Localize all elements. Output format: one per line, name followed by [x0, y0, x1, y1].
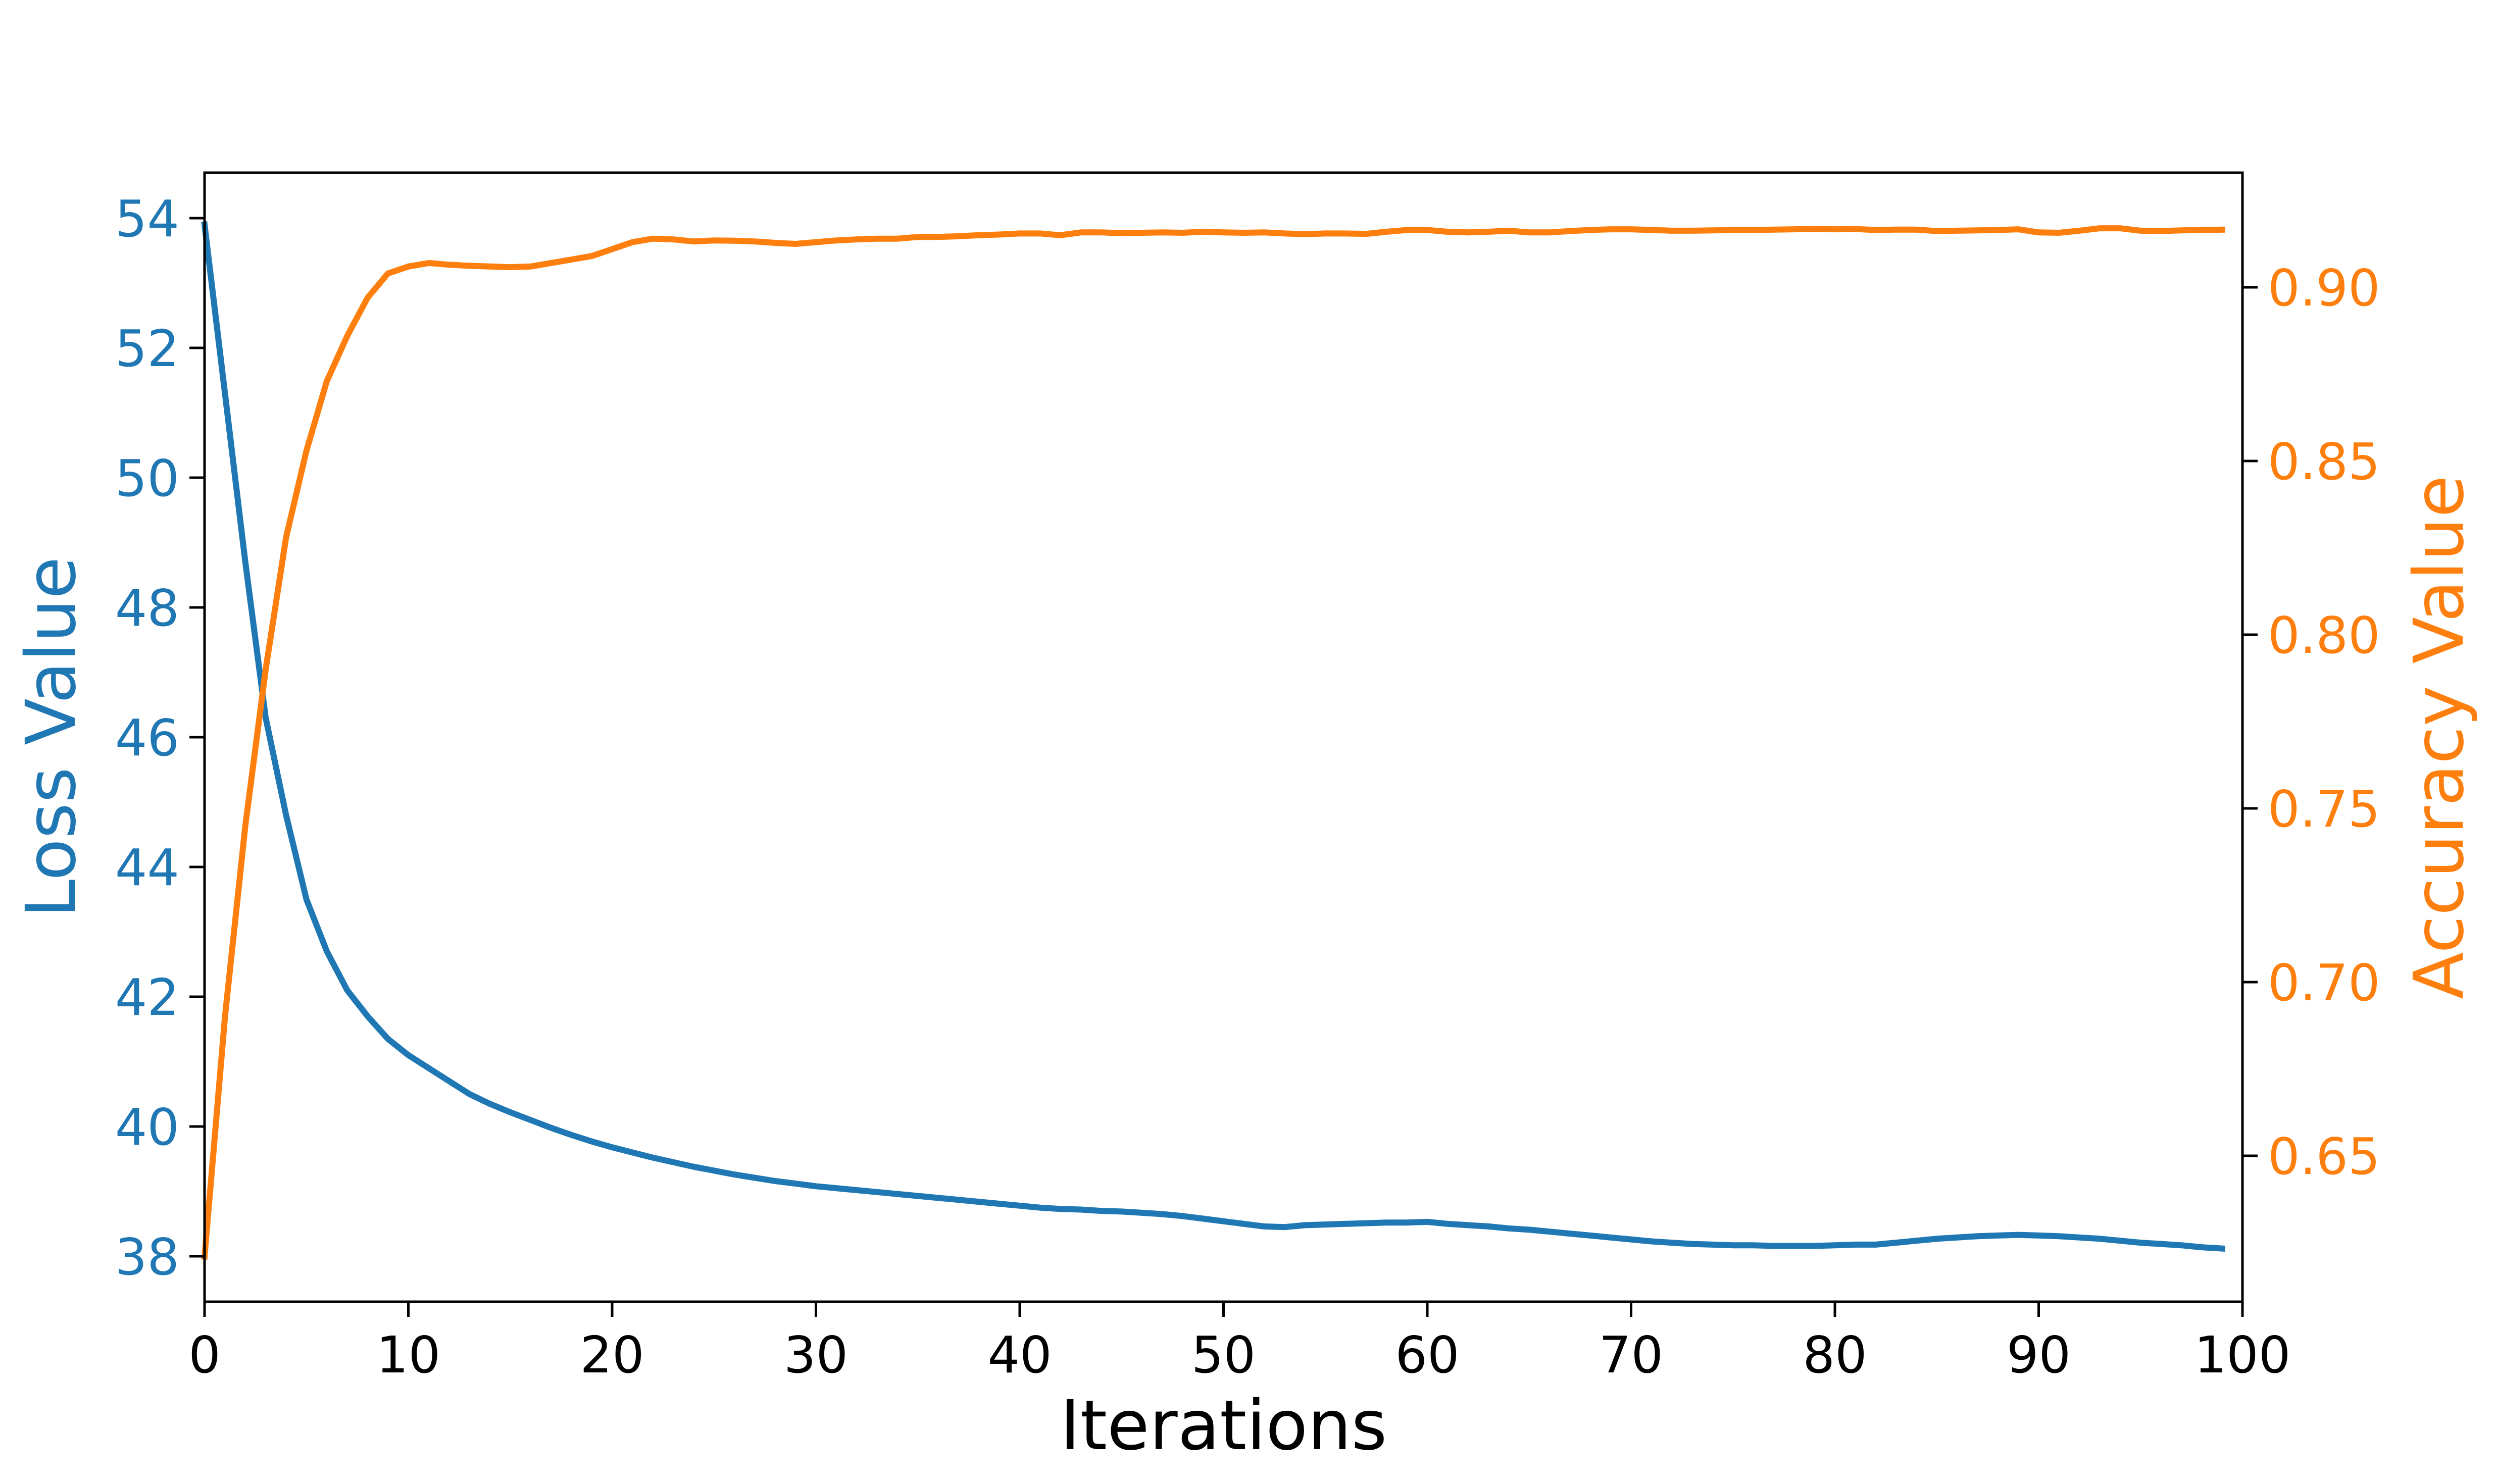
y-axis-right-label: Accuracy Value [2400, 475, 2479, 999]
x-tick-label: 0 [188, 1325, 221, 1385]
x-axis: 0 10 20 30 40 50 60 70 80 90 100 [188, 1302, 2290, 1385]
x-tick-label: 80 [1803, 1325, 1867, 1385]
x-tick-label: 60 [1395, 1325, 1459, 1385]
y-right-tick-label: 0.80 [2268, 606, 2380, 665]
x-tick-label: 70 [1599, 1325, 1663, 1385]
x-tick-label: 50 [1191, 1325, 1256, 1385]
y-left-tick-label: 42 [115, 968, 179, 1027]
loss-series-line [201, 221, 2225, 1252]
y-right-tick-label: 0.90 [2268, 259, 2380, 318]
accuracy-series-line [201, 225, 2225, 1260]
x-tick-label: 90 [2007, 1325, 2071, 1385]
y-left-tick-label: 40 [115, 1098, 179, 1157]
series-layer [201, 221, 2225, 1260]
y-axis-left: 38 40 42 44 46 48 50 52 54 [115, 189, 205, 1287]
x-tick-label: 10 [376, 1325, 440, 1385]
y-left-tick-label: 52 [115, 319, 179, 378]
x-tick-label: 100 [2194, 1325, 2291, 1385]
y-left-tick-label: 38 [115, 1227, 179, 1287]
y-left-tick-label: 46 [115, 708, 179, 767]
x-tick-label: 30 [784, 1325, 848, 1385]
y-left-tick-label: 48 [115, 579, 179, 638]
x-tick-label: 40 [987, 1325, 1052, 1385]
y-right-tick-label: 0.65 [2268, 1127, 2380, 1186]
y-left-tick-label: 44 [115, 838, 179, 897]
x-axis-label: Iterations [1060, 1386, 1387, 1466]
y-right-tick-label: 0.75 [2268, 780, 2380, 839]
y-axis-left-label: Loss Value [12, 557, 91, 918]
y-right-tick-label: 0.70 [2268, 953, 2380, 1012]
y-right-tick-label: 0.85 [2268, 432, 2380, 491]
y-axis-right: 0.65 0.70 0.75 0.80 0.85 0.90 [2242, 259, 2380, 1186]
y-left-tick-label: 54 [115, 189, 179, 248]
y-left-tick-label: 50 [115, 449, 179, 508]
x-tick-label: 20 [580, 1325, 644, 1385]
